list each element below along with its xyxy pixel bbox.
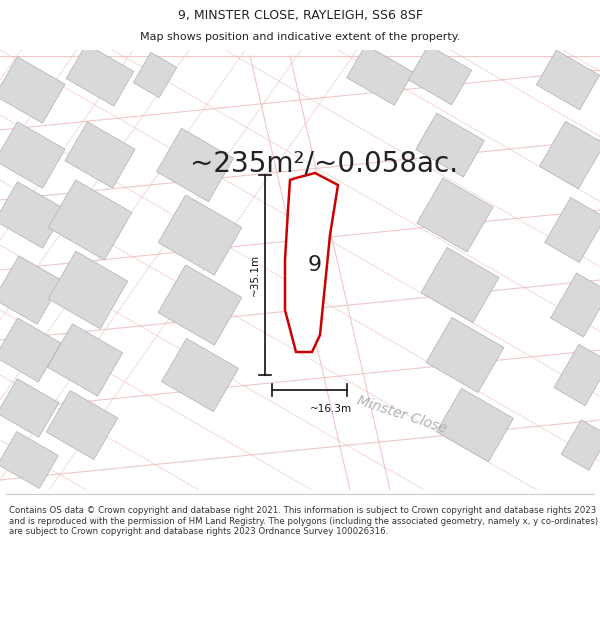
Polygon shape [0, 122, 65, 188]
Polygon shape [158, 195, 242, 275]
Polygon shape [417, 178, 493, 252]
Polygon shape [0, 431, 58, 489]
Polygon shape [545, 198, 600, 262]
Text: Contains OS data © Crown copyright and database right 2021. This information is : Contains OS data © Crown copyright and d… [9, 506, 598, 536]
Polygon shape [0, 318, 61, 382]
Polygon shape [65, 122, 135, 188]
Polygon shape [536, 50, 599, 110]
Text: Map shows position and indicative extent of the property.: Map shows position and indicative extent… [140, 32, 460, 43]
Polygon shape [409, 45, 472, 105]
Polygon shape [48, 251, 128, 329]
Polygon shape [426, 318, 504, 392]
Polygon shape [47, 324, 122, 396]
Polygon shape [66, 44, 134, 106]
Polygon shape [416, 113, 484, 177]
Text: 9, MINSTER CLOSE, RAYLEIGH, SS6 8SF: 9, MINSTER CLOSE, RAYLEIGH, SS6 8SF [178, 9, 422, 22]
Text: ~235m²/~0.058ac.: ~235m²/~0.058ac. [190, 150, 458, 178]
Polygon shape [0, 182, 65, 248]
Polygon shape [0, 379, 59, 438]
Polygon shape [0, 256, 62, 324]
Polygon shape [437, 388, 514, 462]
Polygon shape [46, 391, 118, 459]
Polygon shape [554, 344, 600, 406]
Polygon shape [347, 45, 413, 105]
Text: ~35.1m: ~35.1m [250, 254, 260, 296]
Polygon shape [539, 121, 600, 189]
Text: 9: 9 [308, 254, 322, 274]
Text: ~16.3m: ~16.3m [310, 404, 352, 414]
Polygon shape [561, 419, 600, 471]
Polygon shape [0, 57, 65, 123]
Polygon shape [161, 338, 238, 412]
Polygon shape [285, 173, 338, 352]
Polygon shape [421, 248, 499, 322]
Polygon shape [551, 273, 600, 337]
Polygon shape [157, 128, 233, 202]
Polygon shape [48, 180, 132, 260]
Text: Minster Close: Minster Close [355, 394, 449, 436]
Polygon shape [133, 52, 177, 98]
Polygon shape [158, 265, 242, 345]
